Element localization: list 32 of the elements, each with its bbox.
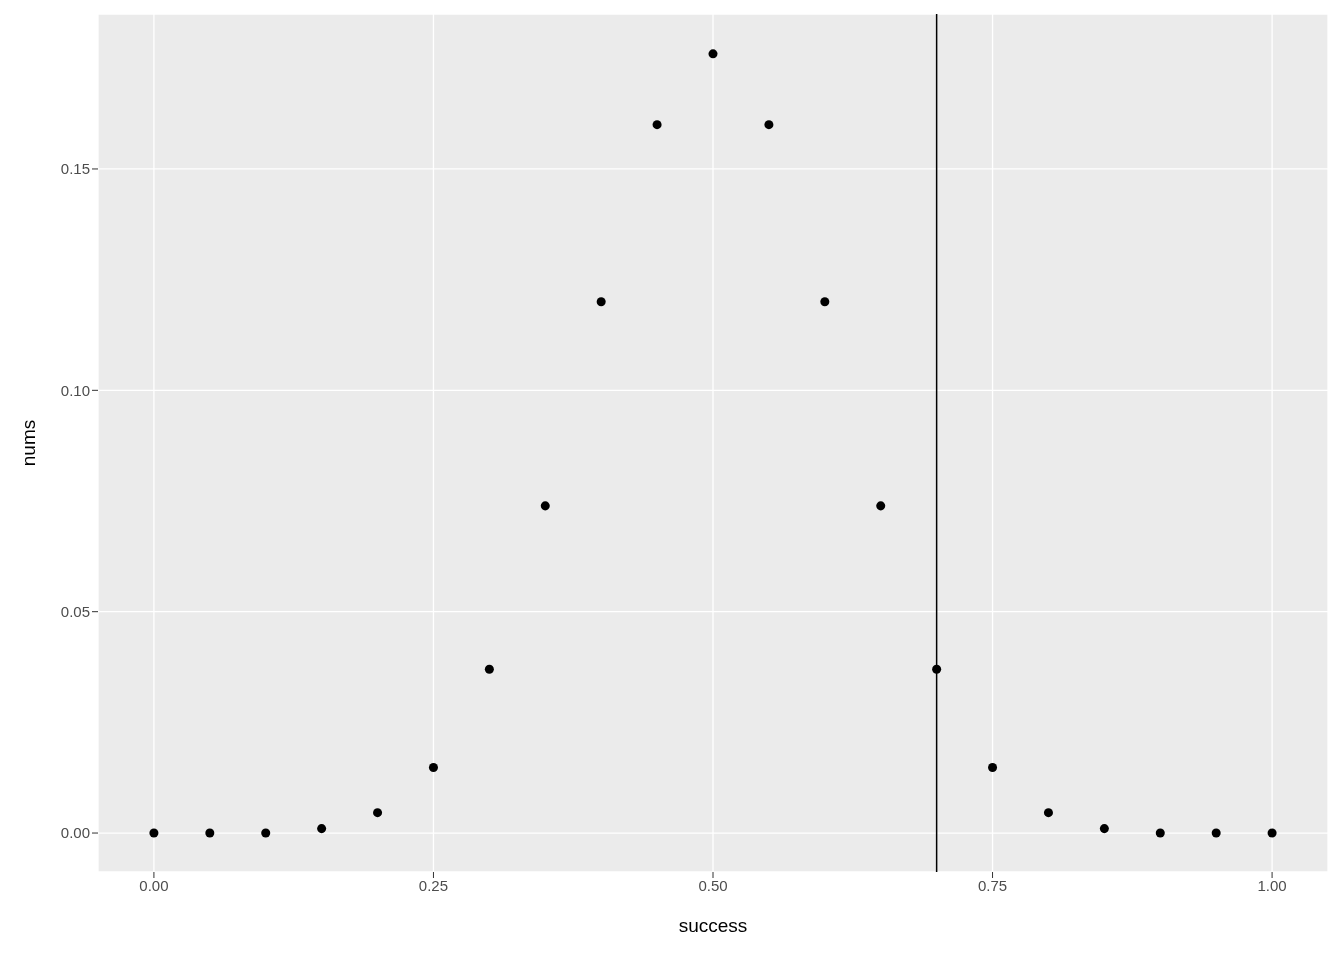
x-tick-label: 0.00 bbox=[139, 876, 169, 894]
y-tick-label: 0.00 bbox=[60, 824, 90, 842]
x-axis-title: success bbox=[678, 915, 748, 936]
x-tick-label: 0.50 bbox=[698, 876, 728, 894]
x-tick-label: 0.75 bbox=[977, 876, 1008, 894]
point bbox=[373, 808, 383, 818]
point bbox=[428, 763, 438, 773]
point bbox=[1155, 828, 1165, 838]
y-tick-label: 0.10 bbox=[60, 381, 90, 399]
point bbox=[652, 120, 662, 130]
point bbox=[708, 49, 718, 59]
point bbox=[261, 828, 271, 838]
point bbox=[540, 501, 550, 511]
point bbox=[876, 501, 886, 511]
point bbox=[317, 824, 327, 834]
y-tick-label: 0.05 bbox=[60, 603, 90, 620]
point bbox=[1099, 824, 1109, 834]
point bbox=[764, 120, 774, 130]
point bbox=[596, 297, 606, 307]
point bbox=[1043, 808, 1053, 818]
y-tick-label: 0.15 bbox=[60, 160, 90, 178]
point bbox=[988, 763, 998, 773]
point bbox=[205, 828, 215, 838]
point bbox=[484, 664, 494, 674]
point bbox=[932, 664, 942, 674]
y-axis-title: nums bbox=[17, 419, 39, 467]
x-tick-label: 0.25 bbox=[418, 876, 449, 894]
point bbox=[1267, 828, 1277, 838]
point bbox=[1211, 828, 1221, 838]
x-tick-label: 1.00 bbox=[1257, 876, 1287, 894]
point bbox=[820, 297, 830, 307]
point bbox=[149, 828, 159, 838]
